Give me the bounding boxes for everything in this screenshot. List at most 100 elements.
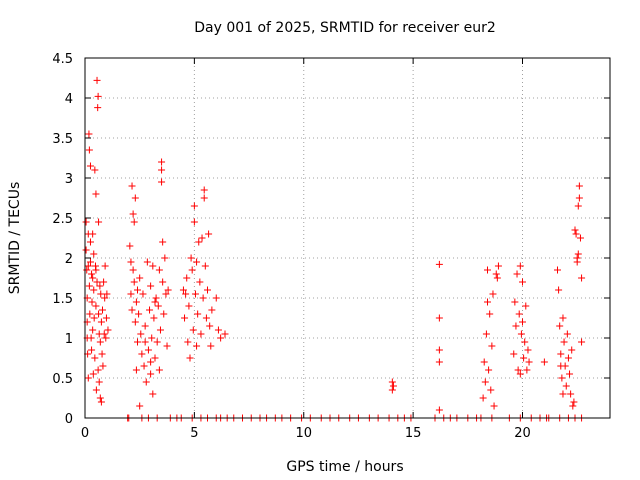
data-point-plus-marker <box>202 314 210 322</box>
data-point-plus-marker <box>482 330 490 338</box>
data-point-plus-marker <box>573 258 581 266</box>
data-point-plus-marker <box>181 314 189 322</box>
data-point-plus-marker <box>139 290 147 298</box>
data-point-plus-marker <box>217 334 225 342</box>
data-point-plus-marker <box>152 294 160 302</box>
data-point-plus-marker <box>147 282 155 290</box>
data-point-plus-marker <box>97 398 105 406</box>
data-point-plus-marker <box>142 378 150 386</box>
data-point-plus-marker <box>103 290 111 298</box>
data-point-plus-marker <box>89 230 97 238</box>
data-point-plus-marker <box>184 338 192 346</box>
data-point-plus-marker <box>479 394 487 402</box>
data-point-plus-marker <box>523 366 531 374</box>
y-tick-label: 0 <box>65 412 73 427</box>
data-point-plus-marker <box>388 386 396 394</box>
data-point-plus-marker <box>575 182 583 190</box>
data-point-plus-marker <box>389 382 397 390</box>
data-point-plus-marker <box>163 342 171 350</box>
data-point-plus-marker <box>158 166 166 174</box>
data-point-plus-marker <box>85 146 93 154</box>
data-point-plus-marker <box>102 314 110 322</box>
data-point-plus-marker <box>96 282 104 290</box>
data-point-plus-marker <box>558 374 566 382</box>
data-point-plus-marker <box>435 314 443 322</box>
data-point-plus-marker <box>569 402 577 410</box>
data-point-plus-marker <box>554 266 561 274</box>
data-point-plus-marker <box>131 194 139 202</box>
data-point-plus-marker <box>193 342 201 350</box>
data-point-plus-marker <box>568 346 576 354</box>
y-tick-label: 1.5 <box>52 292 73 307</box>
data-point-plus-marker <box>493 274 501 282</box>
data-point-plus-marker <box>86 162 94 170</box>
data-point-plus-marker <box>82 218 90 226</box>
data-point-plus-marker <box>524 346 532 354</box>
data-point-plus-marker <box>95 378 103 386</box>
data-point-plus-marker <box>154 302 162 310</box>
y-tick-label: 1 <box>65 332 73 347</box>
data-point-plus-marker <box>94 366 102 374</box>
data-point-plus-marker <box>127 290 135 298</box>
data-point-plus-marker <box>487 386 495 394</box>
data-point-plus-marker <box>517 330 525 338</box>
data-point-plus-marker <box>559 390 567 398</box>
data-point-plus-marker <box>148 334 156 342</box>
data-point-plus-marker <box>563 330 571 338</box>
data-point-plus-marker <box>212 294 220 302</box>
data-point-plus-marker <box>179 286 187 294</box>
data-point-plus-marker <box>520 354 528 362</box>
data-point-plus-marker <box>84 374 92 382</box>
axis-ticks: 0 5 10 15 20 0 0.5 1 1.5 2 2.5 3 3.5 4 4.5 <box>52 52 610 441</box>
data-point-plus-marker <box>197 330 205 338</box>
data-point-plus-marker <box>143 258 151 266</box>
data-point-plus-marker <box>141 322 149 330</box>
data-point-plus-marker <box>200 194 208 202</box>
data-point-plus-marker <box>571 226 579 234</box>
y-tick-label: 3 <box>65 172 73 187</box>
data-point-plus-marker <box>435 260 443 268</box>
data-point-plus-marker <box>88 298 96 306</box>
data-point-plus-marker <box>512 322 520 330</box>
data-point-plus-marker <box>186 354 194 362</box>
grid <box>85 58 610 418</box>
data-point-plus-marker <box>89 370 97 378</box>
data-point-plus-marker <box>89 326 97 334</box>
data-point-plus-marker <box>97 318 105 326</box>
data-point-plus-marker <box>128 182 136 190</box>
data-point-plus-marker <box>149 390 157 398</box>
data-point-plus-marker <box>564 354 572 362</box>
data-point-plus-marker <box>204 286 211 294</box>
data-point-plus-marker <box>516 262 524 270</box>
data-point-plus-marker <box>206 322 214 330</box>
data-point-plus-marker <box>155 266 163 274</box>
data-point-plus-marker <box>494 262 502 270</box>
data-point-plus-marker <box>84 262 92 270</box>
data-point-plus-marker <box>183 274 191 282</box>
data-point-plus-marker <box>566 370 574 378</box>
data-point-plus-marker <box>132 298 140 306</box>
data-point-plus-marker <box>146 306 154 314</box>
y-tick-label: 2 <box>65 252 73 267</box>
y-tick-label: 3.5 <box>52 132 73 147</box>
data-point-plus-marker <box>138 350 146 358</box>
data-point-plus-marker <box>137 330 145 338</box>
data-point-plus-marker <box>182 290 190 298</box>
data-point-plus-marker <box>484 266 491 274</box>
data-point-plus-marker <box>88 346 96 354</box>
x-tick-label: 10 <box>295 426 312 441</box>
data-point-plus-marker <box>98 350 106 358</box>
data-point-plus-marker <box>161 254 169 262</box>
data-point-plus-marker <box>89 274 97 282</box>
data-point-plus-marker <box>187 254 195 262</box>
data-point-plus-marker <box>162 290 170 298</box>
data-point-plus-marker <box>556 322 564 330</box>
data-point-plus-marker <box>510 350 518 358</box>
y-tick-label: 0.5 <box>52 372 73 387</box>
data-point-plus-marker <box>135 310 143 318</box>
data-point-plus-marker <box>185 302 193 310</box>
data-point-plus-marker <box>99 306 106 314</box>
data-point-plus-marker <box>151 298 159 306</box>
data-point-plus-marker <box>92 302 100 310</box>
data-point-plus-marker <box>489 290 497 298</box>
